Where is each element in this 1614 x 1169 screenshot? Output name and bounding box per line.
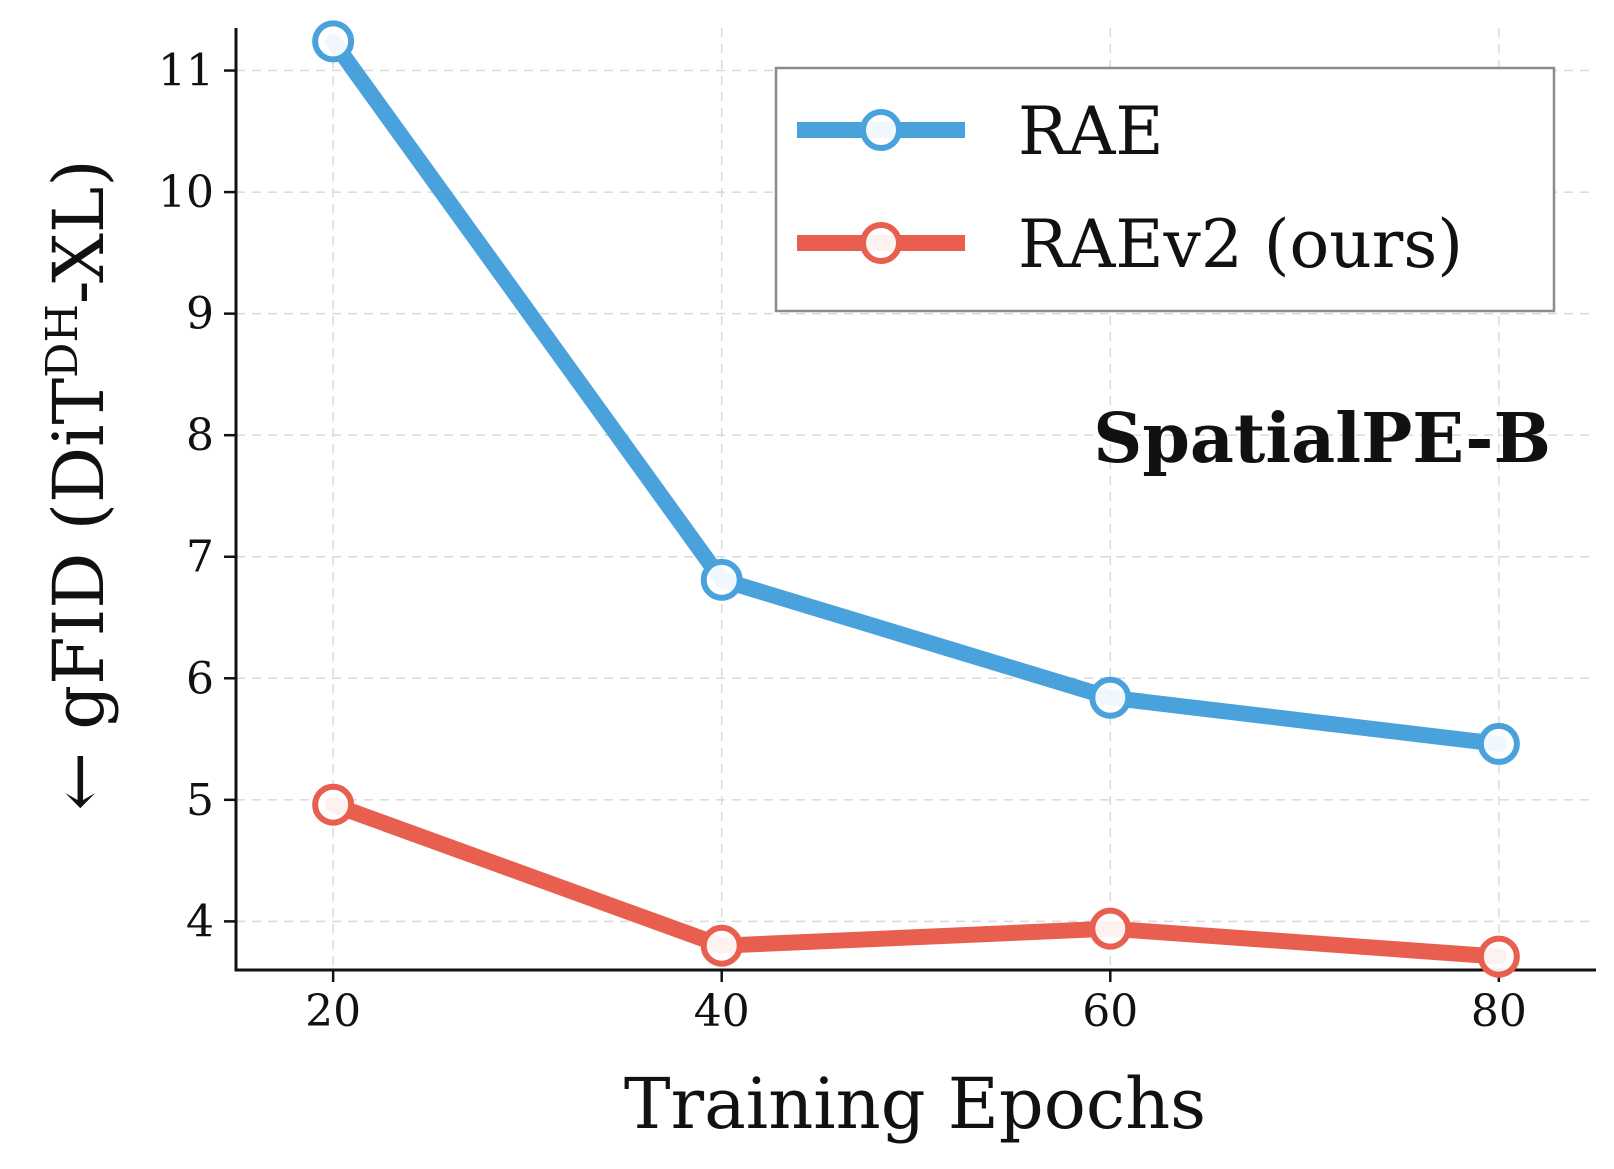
legend-label: RAE <box>1018 93 1164 170</box>
y-axis-label-arrow: ← <box>38 752 120 811</box>
legend-entry: RAE <box>797 93 1164 170</box>
series-1 <box>312 783 1520 978</box>
data-point <box>700 558 743 601</box>
series-0 <box>312 20 1520 765</box>
y-tick-label: 8 <box>186 410 214 461</box>
data-point <box>1477 935 1520 978</box>
series-line <box>325 33 1507 752</box>
series-line <box>325 796 1507 965</box>
y-tick-label: 5 <box>186 775 214 826</box>
data-point <box>312 20 355 63</box>
data-point <box>700 924 743 967</box>
y-tick-label: 7 <box>186 532 214 583</box>
legend-entry: RAEv2 (ours) <box>797 206 1463 283</box>
legend-marker <box>860 109 902 151</box>
axis-spines <box>234 28 1596 972</box>
y-tick-label: 4 <box>186 896 214 947</box>
data-point <box>312 783 355 826</box>
axis-ticks: 20 40 60 80 4 5 6 7 8 9 10 11 <box>158 46 1527 1037</box>
y-tick-label: 10 <box>158 167 214 218</box>
y-tick-label: 6 <box>186 653 214 704</box>
x-tick-label: 60 <box>1082 986 1138 1037</box>
grid-lines <box>236 28 1596 970</box>
legend-label: RAEv2 (ours) <box>1018 206 1463 283</box>
y-tick-label: 11 <box>158 46 214 97</box>
y-axis-label: ← gFID (DiTDH-XL) <box>37 159 120 810</box>
y-tick-label: 9 <box>186 289 214 340</box>
legend-frame <box>774 66 1556 313</box>
data-point <box>1089 907 1132 950</box>
x-tick-label: 80 <box>1471 986 1527 1037</box>
y-axis-label-suffix: -XL) <box>38 159 120 304</box>
y-axis-label-superscript: DH <box>37 304 88 378</box>
data-point <box>1089 676 1132 719</box>
data-point <box>1477 722 1520 765</box>
x-axis-label: Training Epochs <box>624 1063 1206 1145</box>
series-layer <box>312 20 1520 978</box>
legend-marker <box>860 222 902 264</box>
chart-annotation: SpatialPE-B <box>1093 399 1551 479</box>
x-tick-label: 40 <box>694 986 750 1037</box>
axis-spine <box>234 28 1596 972</box>
legend: RAE RAEv2 (ours) <box>774 66 1556 313</box>
x-tick-label: 20 <box>305 986 361 1037</box>
y-axis-label-main: gFID (DiT <box>38 378 120 730</box>
